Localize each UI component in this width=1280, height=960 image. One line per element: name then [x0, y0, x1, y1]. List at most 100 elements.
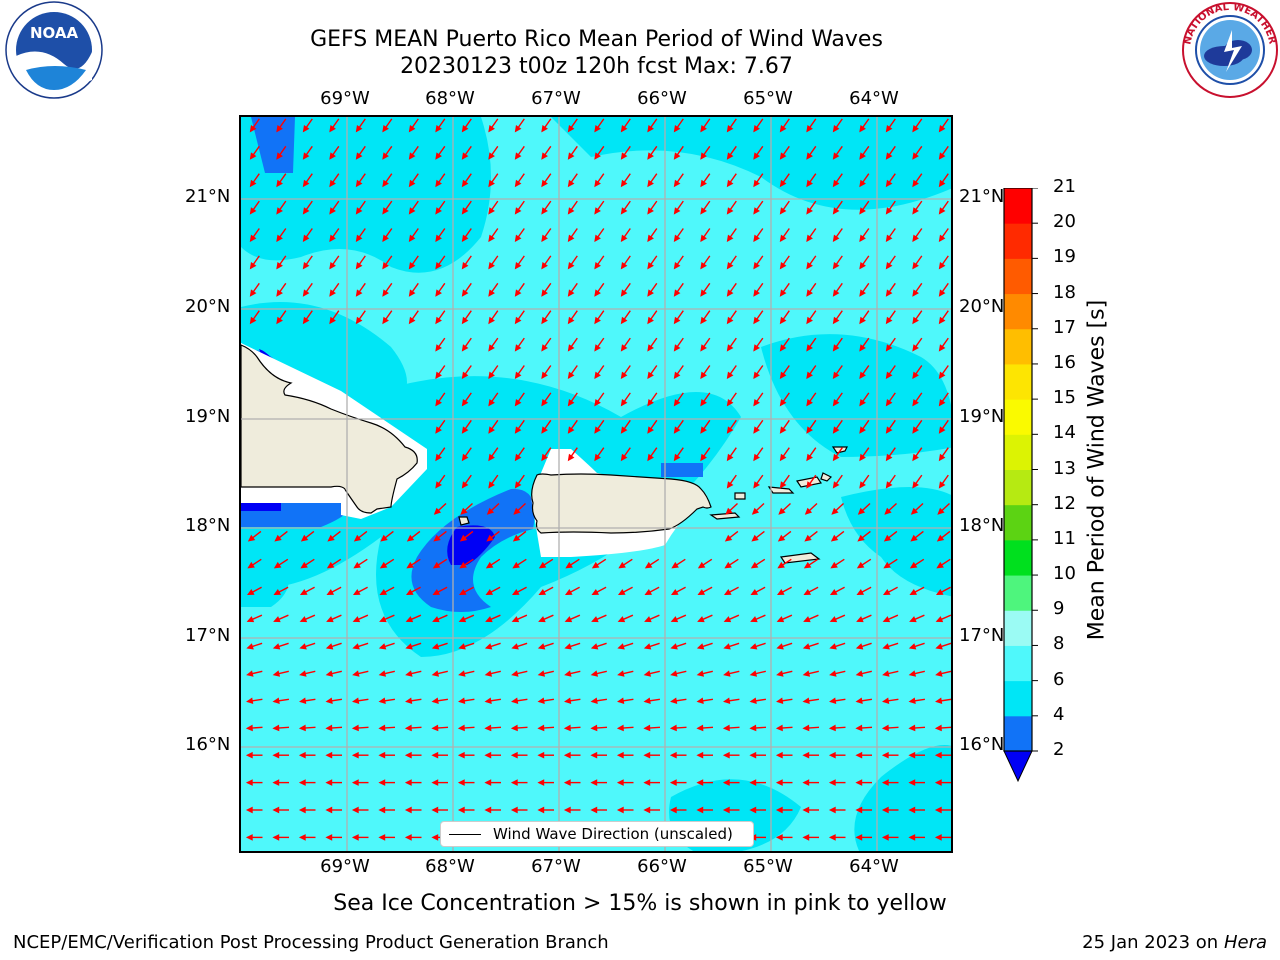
- wave-direction-arrowhead: [856, 561, 865, 569]
- wave-direction-arrowhead: [329, 152, 336, 160]
- wave-direction-arrowhead: [806, 426, 813, 434]
- wave-direction-arrowhead: [329, 316, 336, 325]
- noaa-logo-text: NOAA: [30, 24, 79, 42]
- wave-direction-arrowhead: [378, 806, 386, 814]
- wave-direction-arrowhead: [832, 316, 840, 325]
- wave-direction-arrowhead: [776, 643, 784, 650]
- wave-direction-arrowhead: [802, 643, 811, 650]
- wave-direction-arrowhead: [298, 806, 306, 814]
- wave-direction-arrowhead: [696, 643, 705, 650]
- wave-direction-arrowhead: [488, 398, 495, 407]
- wave-direction-arrowhead: [435, 234, 442, 243]
- wave-direction-arrowhead: [696, 806, 704, 814]
- wave-direction-arrowhead: [855, 806, 863, 814]
- wave-direction-arrowhead: [514, 426, 522, 434]
- wave-direction-arrowhead: [882, 670, 890, 677]
- wave-direction-arrowhead: [510, 751, 518, 759]
- wave-direction-arrowhead: [779, 398, 787, 407]
- colorbar-segment: [1004, 469, 1032, 506]
- wave-direction-arrowhead: [643, 751, 651, 759]
- wave-direction-arrowhead: [567, 371, 575, 380]
- wave-direction-arrowhead: [725, 507, 733, 515]
- wave-direction-arrowhead: [802, 670, 811, 677]
- wave-direction-arrowhead: [726, 124, 734, 133]
- wave-direction-arrowhead: [272, 697, 280, 705]
- legend-line-icon: [449, 833, 481, 835]
- wave-direction-arrowhead: [590, 643, 599, 650]
- colorbar-segment: [1004, 575, 1032, 611]
- wave-direction-arrowhead: [673, 453, 681, 462]
- wave-direction-arrowhead: [435, 289, 442, 297]
- wave-direction-arrowhead: [511, 588, 520, 596]
- wave-direction-arrowhead: [753, 234, 760, 243]
- wave-direction-arrowhead: [884, 507, 892, 515]
- wave-direction-arrowhead: [673, 398, 681, 407]
- colorbar-segment: [1004, 610, 1032, 646]
- wave-direction-arrowhead: [617, 616, 626, 623]
- wave-direction-arrowhead: [302, 316, 310, 325]
- wave-direction-arrowhead: [934, 806, 942, 814]
- wave-direction-arrowhead: [299, 643, 307, 650]
- wave-direction-arrowhead: [325, 724, 333, 732]
- colorbar-tick-label: 19: [1053, 246, 1076, 268]
- colorbar-label: Mean Period of Wind Waves [s]: [1084, 299, 1110, 641]
- wave-direction-arrowhead: [938, 316, 946, 325]
- wave-direction-arrowhead: [829, 588, 838, 596]
- wave-direction-arrowhead: [564, 616, 573, 623]
- wave-direction-arrowhead: [912, 371, 919, 380]
- wave-direction-arrowhead: [855, 670, 864, 677]
- wave-direction-arrowhead: [696, 751, 704, 759]
- wave-direction-arrowhead: [541, 426, 548, 434]
- wave-direction-arrowhead: [353, 534, 362, 542]
- wave-direction-arrowhead: [912, 344, 919, 352]
- wave-direction-arrowhead: [700, 289, 707, 297]
- wave-direction-arrowhead: [753, 124, 760, 133]
- wave-direction-arrowhead: [670, 670, 678, 677]
- wave-direction-arrowhead: [700, 316, 707, 325]
- wave-direction-arrowhead: [355, 261, 363, 270]
- wave-direction-arrowhead: [779, 124, 787, 133]
- wave-direction-arrowhead: [832, 207, 840, 215]
- hispaniola: [241, 344, 418, 514]
- wave-direction-arrowhead: [855, 643, 864, 650]
- lat-label-left: 19°N: [185, 406, 231, 427]
- legend-label: Wind Wave Direction (unscaled): [493, 825, 733, 843]
- wave-direction-arrowhead: [461, 234, 469, 243]
- wave-direction-arrowhead: [378, 643, 387, 650]
- wave-direction-arrowhead: [538, 616, 546, 623]
- wave-direction-arrowhead: [541, 261, 548, 270]
- wave-direction-arrowhead: [806, 207, 813, 215]
- wave-direction-arrowhead: [620, 398, 628, 407]
- wave-direction-arrowhead: [488, 289, 495, 297]
- footer-date: 25 Jan 2023 on Hera: [1082, 932, 1267, 953]
- lat-label-left: 18°N: [185, 515, 231, 536]
- wave-direction-arrowhead: [832, 152, 840, 160]
- wave-direction-arrowhead: [934, 779, 942, 786]
- wave-direction-arrowhead: [912, 234, 919, 243]
- wave-direction-arrowhead: [514, 316, 522, 325]
- wave-direction-arrowhead: [802, 834, 810, 841]
- wave-direction-arrowhead: [485, 588, 494, 596]
- wave-direction-arrowhead: [272, 806, 280, 814]
- wave-direction-arrowhead: [461, 261, 469, 270]
- wave-direction-arrowhead: [828, 751, 836, 759]
- wave-direction-arrowhead: [881, 751, 889, 759]
- wave-direction-arrowhead: [351, 806, 359, 814]
- wave-direction-arrowhead: [724, 561, 732, 569]
- wave-direction-arrowhead: [832, 234, 840, 243]
- colorbar-tick-label: 15: [1053, 387, 1076, 409]
- wave-direction-arrowhead: [909, 561, 918, 569]
- wave-direction-arrowhead: [245, 779, 253, 786]
- wave-direction-arrowhead: [245, 806, 253, 814]
- wave-direction-arrowhead: [700, 344, 707, 352]
- wave-direction-arrowhead: [938, 234, 946, 243]
- footer-credit: NCEP/EMC/Verification Post Processing Pr…: [13, 932, 609, 953]
- wave-direction-arrowhead: [673, 289, 681, 297]
- lon-label-bottom: 68°W: [425, 856, 475, 877]
- wave-direction-arrowhead: [779, 344, 787, 352]
- wave-direction-arrowhead: [510, 779, 518, 786]
- wave-direction-arrowhead: [351, 724, 359, 732]
- wave-direction-arrowhead: [647, 371, 654, 380]
- wave-direction-arrowhead: [461, 426, 469, 434]
- wave-direction-arrowhead: [382, 179, 389, 188]
